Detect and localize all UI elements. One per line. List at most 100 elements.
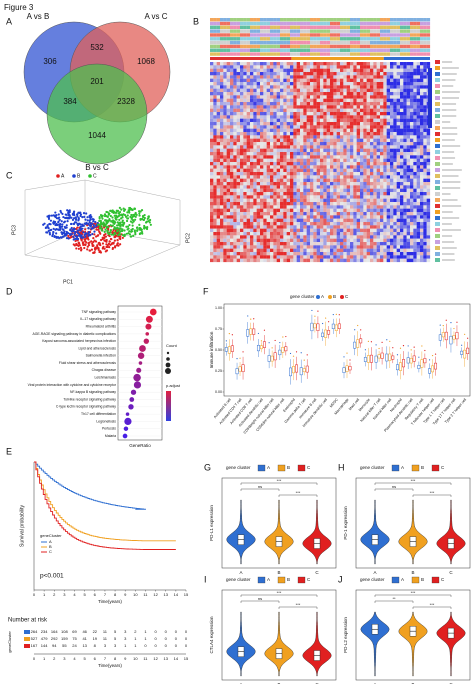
heatmap-cell [286, 205, 291, 209]
heatmap-cell [353, 178, 357, 183]
heatmap-cell [216, 222, 221, 226]
heatmap-cell [403, 98, 407, 103]
heatmap-cell [323, 98, 327, 103]
heatmap-cell [213, 192, 217, 196]
heatmap-cell [290, 175, 294, 179]
annotation-cell [316, 52, 321, 56]
heatmap-cell [423, 72, 427, 76]
annotation-cell [400, 48, 404, 52]
annotation-cell [330, 33, 334, 37]
heatmap-cell [253, 138, 257, 143]
heatmap-cell [310, 245, 314, 249]
annotation-cell [236, 37, 241, 41]
heatmap-cell [233, 128, 237, 133]
heatmap-cell [386, 225, 391, 229]
heatmap-cell [216, 178, 221, 183]
heatmap-cell [373, 228, 377, 233]
heatmap-cell [306, 138, 311, 143]
annotation-cell [216, 29, 221, 33]
heatmap-cell [293, 252, 297, 256]
heatmap-cell [410, 162, 414, 166]
heatmap-cell [426, 225, 431, 229]
heatmap-cell [403, 145, 407, 149]
heatmap-cell [403, 105, 407, 109]
annotation-cell [223, 44, 227, 49]
heatmap-cell [373, 185, 377, 189]
annotation-cell [333, 40, 337, 45]
heatmap-cell [426, 175, 431, 179]
heatmap-cell [406, 182, 411, 186]
annotation-cell [266, 44, 271, 49]
heatmap-cell [310, 158, 314, 163]
heatmap-cell [310, 108, 314, 113]
heatmap-cell [340, 82, 344, 86]
heatmap-cell [240, 242, 244, 246]
heatmap-cell [420, 248, 424, 253]
annotation-cell [356, 44, 361, 49]
heatmap-cell [283, 165, 287, 169]
heatmap-cell [356, 98, 361, 103]
heatmap-cell [396, 162, 401, 166]
heatmap-cell [210, 245, 214, 249]
heatmap-cell [356, 245, 361, 249]
heatmap-cell [280, 172, 284, 176]
heatmap-cell [273, 192, 277, 196]
heatmap-cell [310, 238, 314, 243]
heatmap-cell [250, 75, 254, 79]
heatmap-cell [420, 72, 424, 76]
heatmap-cell [236, 192, 241, 196]
heatmap-cell [373, 178, 377, 183]
heatmap-cell [266, 102, 271, 106]
heatmap-cell [283, 88, 287, 93]
annotation-cell [363, 44, 367, 49]
annotation-cell [246, 44, 251, 49]
heatmap-cell [243, 62, 247, 66]
scatter-point [114, 235, 117, 238]
heatmap-cell [213, 112, 217, 116]
legend-swatch [435, 114, 440, 118]
heatmap-cell [420, 208, 424, 213]
heatmap-cell [403, 72, 407, 76]
heatmap-cell [310, 68, 314, 73]
heatmap-cell [410, 198, 414, 203]
heatmap-cell [390, 258, 394, 263]
heatmap-cell [353, 242, 357, 246]
heatmap-cell [310, 218, 314, 223]
heatmap-cell [336, 132, 341, 136]
heatmap-cell [380, 192, 384, 196]
heatmap-cell [250, 245, 254, 249]
heatmap-cell [346, 175, 351, 179]
annotation-cell [376, 37, 381, 41]
heatmap-cell [426, 132, 431, 136]
heatmap-cell [280, 195, 284, 199]
heatmap-cell [250, 68, 254, 73]
heatmap-cell [346, 248, 351, 253]
heatmap-cell [346, 122, 351, 126]
heatmap-cell [410, 138, 414, 143]
heatmap-cell [266, 175, 271, 179]
heatmap-cell [346, 102, 351, 106]
heatmap-cell [313, 138, 317, 143]
heatmap-cell [416, 75, 421, 79]
heatmap-cell [376, 65, 381, 69]
heatmap-cell [346, 75, 351, 79]
heatmap-cell [210, 258, 214, 263]
heatmap-cell [353, 155, 357, 159]
heatmap-cell [330, 232, 334, 236]
heatmap-cell [236, 255, 241, 259]
heatmap-cell [373, 248, 377, 253]
heatmap-cell [383, 258, 387, 263]
heatmap-cell [233, 245, 237, 249]
heatmap-cell [290, 128, 294, 133]
heatmap-cell [340, 128, 344, 133]
heatmap-cell [390, 168, 394, 173]
heatmap-cell [286, 228, 291, 233]
heatmap-cell [253, 125, 257, 129]
heatmap-cell [366, 168, 371, 173]
heatmap-cell [350, 215, 354, 219]
heatmap-cell [230, 252, 234, 256]
heatmap-cell [316, 102, 321, 106]
heatmap-cell [333, 138, 337, 143]
heatmap-cell [300, 185, 304, 189]
heatmap-cell [296, 215, 301, 219]
